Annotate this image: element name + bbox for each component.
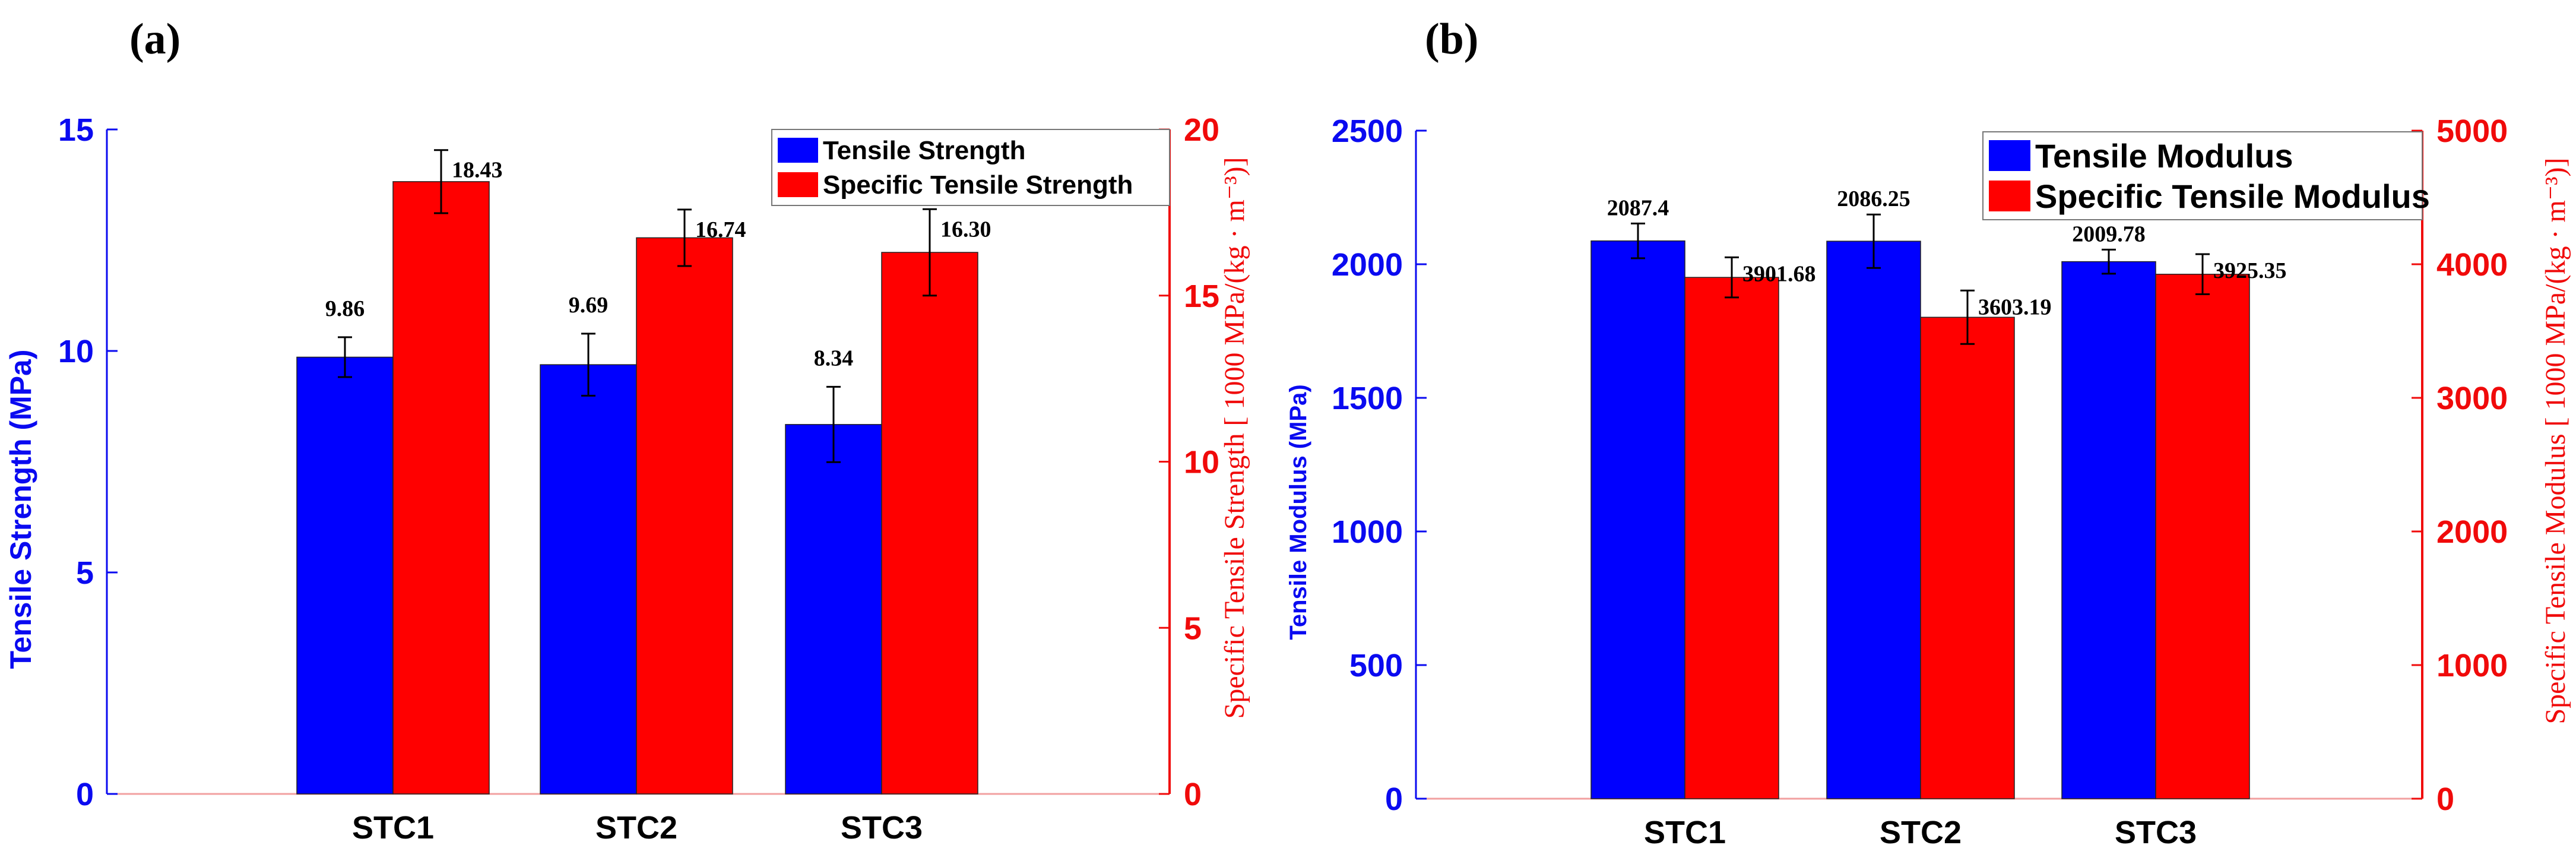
bar	[1826, 240, 1921, 799]
right-axis-title: Specific Tensile Modulus [ 1000 MPa/(kg …	[2540, 157, 2571, 724]
right-tick-label: 5000	[2436, 113, 2508, 149]
data-label: 2087.4	[1607, 195, 1669, 220]
legend-label: Tensile Modulus	[2035, 137, 2293, 175]
left-tick-label: 2000	[1332, 247, 1403, 283]
bar	[1684, 277, 1779, 799]
bar	[636, 237, 733, 795]
left-tick-label: 500	[1349, 648, 1403, 683]
legend-label: Specific Tensile Strength	[823, 170, 1133, 200]
legend-swatch	[778, 138, 818, 163]
data-label: 2086.25	[1837, 186, 1910, 211]
data-label: 9.69	[569, 293, 609, 318]
bar	[1920, 317, 2015, 799]
legend-box	[771, 129, 1170, 206]
left-tick-label: 0	[76, 777, 94, 812]
right-tick-label: 1000	[2436, 648, 2508, 683]
left-tick-label: 10	[58, 334, 94, 369]
right-axis-title: Specific Tensile Strength [ 1000 MPa/(kg…	[1219, 157, 1250, 719]
bar	[296, 356, 394, 795]
data-label: 9.86	[325, 296, 365, 321]
x-tick-label: STC1	[1644, 815, 1726, 850]
x-tick-label: STC2	[595, 810, 677, 846]
right-tick-label: 2000	[2436, 514, 2508, 550]
x-tick-label: STC1	[352, 810, 434, 846]
left-axis-title: Tensile Strength (MPa)	[4, 349, 37, 669]
right-tick-label: 15	[1184, 278, 1219, 314]
left-tick-label: 0	[1385, 781, 1403, 817]
legend-box	[1982, 131, 2423, 220]
data-label: 2009.78	[2072, 221, 2146, 246]
bar	[2061, 261, 2156, 799]
data-label: 3901.68	[1742, 261, 1816, 286]
legend-swatch	[1989, 181, 2030, 211]
legend-label: Specific Tensile Modulus	[2035, 178, 2430, 215]
right-tick-label: 4000	[2436, 247, 2508, 283]
bar	[785, 424, 882, 795]
chart-panel-a: (a) 0 5 10 15 0 5 10 15 20 Tensile Strength (MPa) S…	[4, 15, 1250, 846]
bar	[1590, 240, 1685, 799]
x-tick-label: STC3	[841, 810, 923, 846]
left-tick-label: 1500	[1332, 381, 1403, 416]
right-tick-label: 20	[1184, 112, 1219, 148]
data-label: 18.43	[452, 158, 503, 183]
legend: Tensile Strength Specific Tensile Strengt…	[771, 129, 1170, 206]
right-tick-label: 10	[1184, 445, 1219, 480]
legend-swatch	[778, 172, 818, 197]
bar	[2155, 274, 2250, 799]
right-tick-label: 0	[2436, 781, 2454, 817]
bar	[540, 364, 637, 795]
panel-label: (b)	[1425, 15, 1478, 64]
right-tick-label: 0	[1184, 777, 1202, 812]
legend-swatch	[1989, 140, 2030, 171]
right-tick-label: 3000	[2436, 381, 2508, 416]
data-label: 3925.35	[2213, 258, 2287, 283]
bar	[392, 181, 490, 795]
left-tick-label: 5	[76, 555, 94, 591]
left-tick-label: 1000	[1332, 514, 1403, 550]
right-tick-label: 5	[1184, 610, 1202, 646]
data-label: 8.34	[814, 346, 854, 371]
x-tick-label: STC2	[1880, 815, 1962, 850]
left-axis-title: Tensile Modulus (MPa)	[1285, 384, 1311, 640]
left-tick-label: 15	[58, 112, 94, 148]
data-label: 16.30	[940, 217, 991, 242]
chart-panel-b: (b) 0 500 1000 1500 2000 2500 0 1000 2000 3000 4000…	[1285, 15, 2571, 850]
data-label: 16.74	[695, 217, 746, 242]
bar	[881, 252, 978, 795]
data-label: 3603.19	[1978, 295, 2052, 319]
panel-label: (a)	[129, 15, 180, 64]
left-tick-label: 2500	[1332, 113, 1403, 149]
x-tick-label: STC3	[2115, 815, 2197, 850]
legend-label: Tensile Strength	[823, 136, 1025, 165]
